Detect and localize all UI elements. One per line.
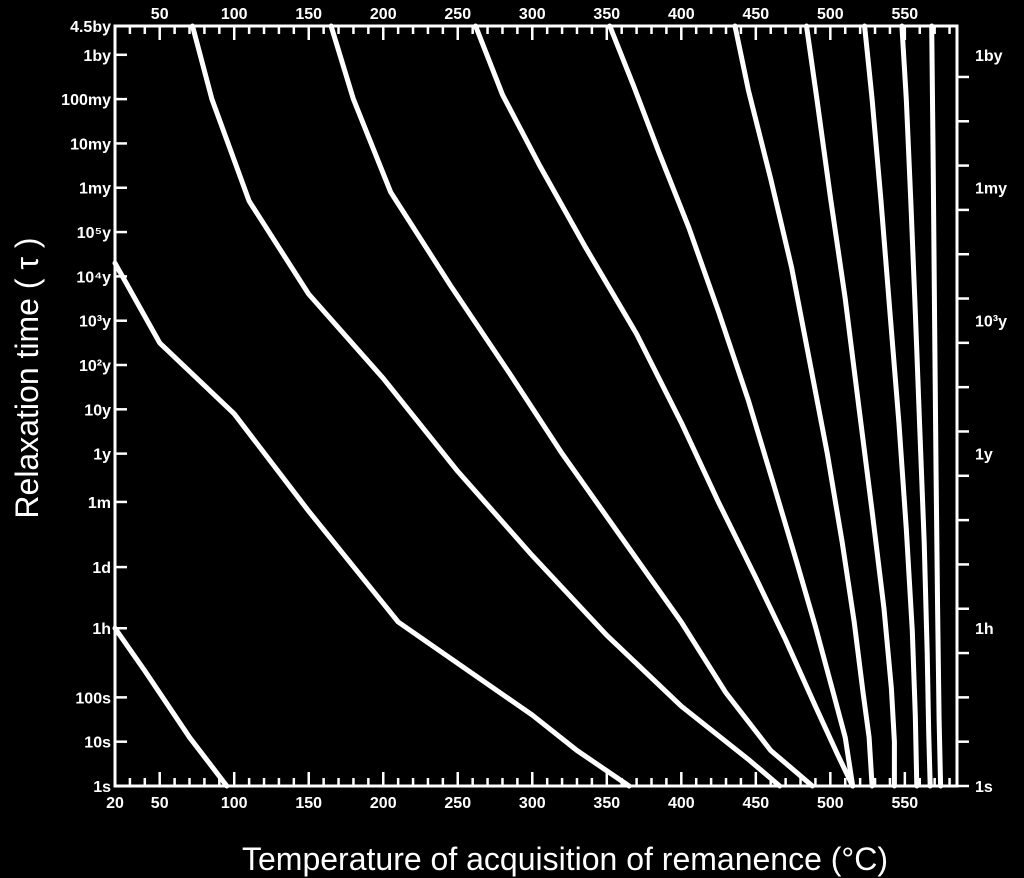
blocking-curve-1 [112, 625, 230, 789]
x-tick-label-top: 250 [444, 6, 471, 23]
y-tick-label-left: 1my [79, 181, 111, 198]
y-tick-label-right: 10³y [975, 314, 1007, 331]
blocking-curve-11 [929, 23, 944, 789]
blocking-curve-6 [607, 23, 856, 789]
blocking-curve-9 [862, 23, 920, 789]
y-tick-label-right: 1y [975, 447, 993, 464]
y-tick-label-left: 1by [83, 48, 111, 65]
blocking-curves [112, 23, 944, 789]
blocking-curve-8 [804, 23, 897, 789]
blocking-curve-10 [899, 23, 933, 789]
y-tick-label-left: 10my [70, 136, 111, 153]
y-tick-label-left: 1m [88, 495, 111, 512]
tick-marks [115, 24, 969, 788]
x-tick-label-top: 100 [221, 6, 248, 23]
x-tick-label-bottom: 300 [519, 795, 546, 812]
x-tick-label-top: 150 [295, 6, 322, 23]
x-tick-label-bottom: 400 [668, 795, 695, 812]
y-tick-label-left: 1y [93, 447, 111, 464]
x-tick-label-bottom: 20 [106, 795, 124, 812]
x-tick-label-top: 300 [519, 6, 546, 23]
y-tick-label-left: 10²y [79, 358, 111, 375]
x-tick-label-bottom: 500 [817, 795, 844, 812]
y-tick-label-left: 10³y [79, 314, 111, 331]
y-tick-label-left: 100my [61, 92, 111, 109]
x-tick-label-top: 500 [817, 6, 844, 23]
y-tick-label-right: 1s [975, 779, 993, 796]
x-tick-label-top: 400 [668, 6, 695, 23]
x-tick-label-top: 450 [742, 6, 769, 23]
blocking-curve-3 [190, 23, 783, 789]
y-tick-label-left: 10s [84, 735, 111, 752]
y-tick-label-left: 4.5by [70, 19, 111, 36]
x-tick-label-bottom: 150 [295, 795, 322, 812]
x-tick-label-bottom: 350 [593, 795, 620, 812]
y-tick-label-left: 10y [84, 402, 111, 419]
y-tick-label-left: 1s [93, 779, 111, 796]
y-tick-label-left: 10⁵y [77, 225, 111, 242]
x-tick-label-bottom: 100 [221, 795, 248, 812]
x-tick-label-top: 200 [370, 6, 397, 23]
axes-frame [113, 24, 959, 788]
x-tick-label-top: 350 [593, 6, 620, 23]
blocking-curve-2 [112, 260, 632, 789]
tick-labels: 20 50 100 150 200 250 300 350 400 450 500 550 50 100 1… [61, 6, 1007, 812]
x-tick-label-bottom: 250 [444, 795, 471, 812]
y-tick-label-right: 1h [975, 621, 994, 638]
plot-frame [113, 24, 959, 788]
x-tick-label-bottom: 450 [742, 795, 769, 812]
x-tick-label-bottom: 550 [891, 795, 918, 812]
blocking-curve-7 [732, 23, 875, 789]
y-tick-label-right: 1by [975, 48, 1003, 65]
plot-background [115, 26, 957, 786]
x-tick-label-bottom: 200 [370, 795, 397, 812]
x-tick-label-bottom: 50 [151, 795, 169, 812]
y-axis-title: Relaxation time ( τ ) [9, 237, 45, 518]
x-tick-label-top: 550 [891, 6, 918, 23]
y-tick-label-right: 1my [975, 181, 1007, 198]
y-tick-label-left: 10⁴y [76, 269, 111, 286]
x-tick-label-top: 50 [151, 6, 169, 23]
x-axis-title: Temperature of acquisition of remanence … [242, 841, 888, 877]
blocking-curve-4 [328, 23, 815, 789]
y-tick-label-left: 1h [92, 621, 111, 638]
blocking-curve-5 [473, 23, 856, 789]
y-tick-label-left: 100s [75, 690, 111, 707]
y-tick-label-left: 1d [92, 560, 111, 577]
